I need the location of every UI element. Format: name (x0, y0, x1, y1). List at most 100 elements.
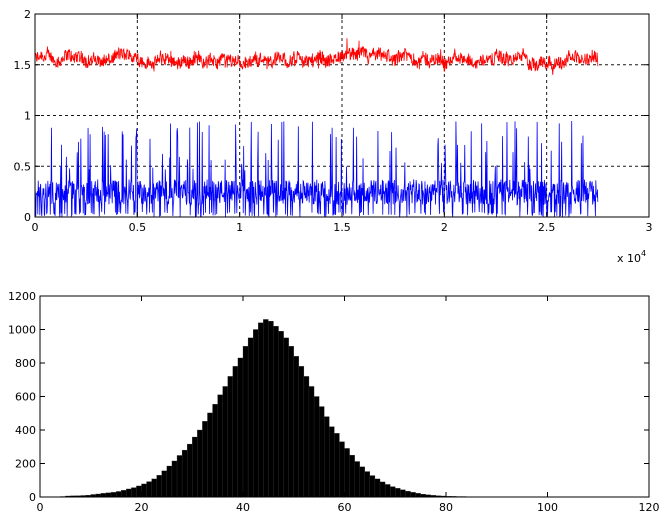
histogram-bar (410, 492, 416, 498)
histogram-bar (110, 492, 117, 498)
histogram-bar (212, 404, 218, 498)
histogram-bar (222, 386, 228, 498)
timeseries-x-exponent: x 104 (617, 249, 646, 265)
histogram-bar (232, 366, 239, 498)
red-series-line (34, 38, 599, 75)
timeseries-xtick-label: 0.5 (129, 221, 147, 234)
histogram-bar (313, 396, 320, 498)
histogram-bar (344, 448, 350, 498)
histogram-bar (415, 493, 421, 498)
histogram-bars (60, 319, 518, 498)
histogram-xtick-label: 120 (639, 501, 660, 514)
histogram-bar (242, 346, 249, 498)
histogram-bar (349, 454, 355, 498)
histogram-bar (237, 357, 244, 498)
blue-series-line (34, 120, 599, 218)
histogram-bar (100, 493, 107, 498)
timeseries-xtick-label: 2 (441, 221, 448, 234)
histogram-bar (126, 488, 132, 498)
timeseries-xtick-label: 0 (32, 221, 39, 234)
histogram-bar (369, 475, 376, 498)
histogram-bar (354, 461, 360, 498)
histogram-bar (283, 337, 289, 498)
histogram-bar (308, 386, 315, 498)
histogram-ticks (39, 295, 650, 498)
timeseries-ytick-label: 1.5 (14, 59, 32, 72)
histogram-xtick-label: 80 (439, 501, 453, 514)
histogram-bar (288, 346, 294, 498)
histogram-bar (303, 376, 310, 498)
histogram-ytick-label: 600 (15, 391, 36, 404)
histogram-ytick-label: 1000 (8, 324, 36, 337)
timeseries-xtick-label: 1.5 (333, 221, 351, 234)
timeseries-ticks (34, 13, 650, 218)
histogram-xtick-label: 100 (537, 501, 558, 514)
histogram-bar (298, 366, 305, 498)
histogram-bar (318, 406, 325, 498)
histogram-bar (151, 478, 157, 498)
histogram-bar (197, 429, 203, 498)
histogram-bar (390, 486, 396, 498)
histogram-bar (192, 436, 198, 498)
timeseries-series (34, 38, 599, 218)
histogram-bar (263, 319, 269, 498)
histogram-bar (339, 441, 345, 498)
histogram-bar (115, 491, 122, 498)
histogram-ytick-label: 1200 (8, 290, 36, 303)
histogram-bar (141, 483, 147, 498)
histogram-bar (273, 325, 279, 498)
timeseries-xtick-label: 2.5 (538, 221, 556, 234)
timeseries-ytick-label: 1 (24, 110, 31, 123)
histogram-bar (161, 470, 168, 498)
timeseries-axes: 0 0.5 1 1.5 2 2.5 3 0 0.5 1 1.5 2 x 104 (14, 8, 653, 265)
timeseries-ytick-label: 0 (24, 211, 31, 224)
histogram-bar (324, 416, 330, 498)
histogram-ytick-label: 0 (29, 491, 36, 504)
histogram-bar (400, 489, 406, 498)
histogram-bar (395, 488, 401, 498)
histogram-bar (136, 485, 142, 498)
timeseries-xtick-label: 3 (646, 221, 653, 234)
histogram-bar (329, 426, 335, 498)
histogram-bar (278, 331, 284, 498)
timeseries-xtick-label: 1 (236, 221, 243, 234)
histogram-bar (171, 460, 178, 498)
histogram-xtick-label: 60 (338, 501, 352, 514)
histogram-bar (166, 465, 173, 498)
histogram-bar (252, 329, 259, 498)
histogram-bar (334, 433, 340, 498)
histogram-bar (176, 455, 183, 498)
histogram-bar (207, 412, 213, 498)
histogram-bar (268, 320, 274, 498)
histogram-bar (258, 322, 264, 498)
histogram-xtick-label: 20 (135, 501, 149, 514)
histogram-ytick-label: 400 (15, 424, 36, 437)
timeseries-tick-labels: 0 0.5 1 1.5 2 2.5 3 0 0.5 1 1.5 2 (14, 8, 653, 234)
histogram-bar (227, 376, 233, 498)
histogram-bar (247, 337, 254, 498)
exponent-base: x 10 (617, 252, 641, 265)
histogram-bar (384, 484, 391, 498)
histogram-bar (217, 394, 223, 498)
histogram-bar (374, 478, 381, 498)
histogram-bar (364, 471, 371, 498)
histogram-bar (359, 466, 365, 498)
histogram-bar (293, 356, 299, 498)
timeseries-ytick-label: 0.5 (14, 160, 32, 173)
histogram-bar (202, 421, 208, 498)
histogram-bar (379, 481, 386, 498)
histogram-xtick-label: 40 (236, 501, 250, 514)
histogram-bar (181, 449, 188, 498)
histogram-bar (405, 490, 411, 498)
histogram-ytick-label: 200 (15, 458, 36, 471)
histogram-ytick-label: 800 (15, 357, 36, 370)
histogram-bar (121, 490, 127, 498)
histogram-bar (156, 475, 162, 498)
histogram-bar (131, 487, 137, 498)
histogram-xtick-label: 0 (37, 501, 44, 514)
histogram-bar (187, 443, 193, 498)
exponent-power: 4 (641, 249, 646, 258)
